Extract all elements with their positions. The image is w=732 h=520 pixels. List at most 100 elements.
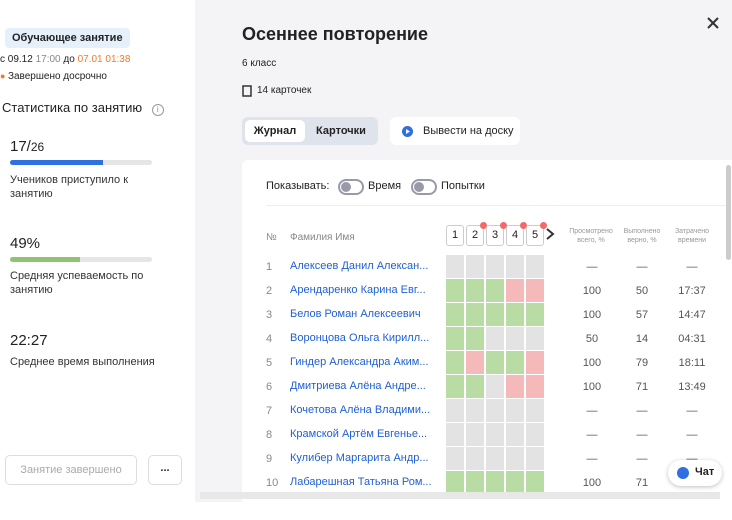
chat-icon [677,467,689,479]
card-number[interactable]: 1 [446,225,464,246]
lesson-title: Осеннее повторение [242,24,429,44]
student-name[interactable]: Кулибер Маргарита Андр... [290,452,429,464]
value-viewed: 100 [582,309,602,321]
value-viewed: — [586,453,598,465]
result-cell [466,471,484,494]
row-num: 8 [266,429,273,441]
result-cell [446,375,464,398]
col-name: Фамилия Имя [290,232,355,243]
row-num: 1 [266,261,273,273]
close-button[interactable] [706,16,720,30]
student-name[interactable]: Гиндер Александра Аким... [290,356,429,368]
result-cell [526,255,544,278]
result-cell [466,255,484,278]
value-time: — [686,405,698,417]
value-correct: 71 [635,381,649,393]
student-name[interactable]: Алексеев Данил Алексан... [290,260,429,272]
result-cell [526,303,544,326]
tab-active[interactable]: Журнал [245,120,305,142]
text: с [0,54,5,65]
value-correct: 57 [635,309,649,321]
student-name[interactable]: Белов Роман Алексеевич [290,308,421,320]
text: Завершено досрочно [7,71,107,82]
result-cell [526,399,544,422]
scrollbar-thumb [726,165,731,260]
chat-button[interactable]: Чат [668,460,722,486]
value-correct: 50 [635,285,649,297]
result-cell [506,279,524,302]
result-cell [506,471,524,494]
result-cell [486,447,504,470]
result-cell [506,399,524,422]
value-time: — [686,429,698,441]
value-time: 04:31 [678,333,706,345]
student-name[interactable]: Арендаренко Карина Евг... [290,284,426,296]
stat-value: 22:27 [10,332,48,349]
result-cell [446,327,464,350]
value-viewed: 100 [582,357,602,369]
grade: 6 класс [242,58,277,69]
student-name[interactable]: Крамской Артём Евгенье... [290,428,428,440]
result-cell [466,399,484,422]
divider [266,205,726,206]
badge-dot [500,222,507,229]
result-cell [466,351,484,374]
cards-icon [242,85,252,97]
result-cell [526,375,544,398]
badge-dot [520,222,527,229]
cards-count: 14 карточек [257,85,312,96]
result-cell [446,255,464,278]
result-cell [466,327,484,350]
result-cell [446,447,464,470]
toggle[interactable] [338,179,364,195]
card-number[interactable]: 2 [466,222,487,246]
stat-value: 49% [10,235,41,252]
result-cell [486,279,504,302]
result-cell [506,351,524,374]
result-cell [466,447,484,470]
col-correct: Выполнено верно, % [623,228,661,244]
card-number[interactable]: 5 [526,222,547,246]
value-time: — [686,453,698,465]
student-name[interactable]: Дмитриева Алёна Андре... [290,380,426,392]
text: до [63,54,75,65]
student-name[interactable]: Лабарешная Татьяна Ром... [290,476,432,488]
student-name[interactable]: Кочетова Алёна Владими... [290,404,431,416]
row-num: 7 [266,405,273,417]
row-num: 9 [266,453,273,465]
result-cell [526,447,544,470]
stat-value: 17/26 [10,138,44,155]
result-cell [486,303,504,326]
board-button[interactable]: Вывести на доску [390,117,520,145]
text: 07.01 01:38 [77,54,131,65]
result-cell [526,351,544,374]
card-number[interactable]: 3 [486,222,507,246]
stats-title: Статистика по занятию i [2,100,164,116]
value-correct: 14 [635,333,649,345]
play-icon [402,126,413,137]
result-cell [526,471,544,494]
text: Чат [695,466,715,478]
finish-button[interactable]: Занятие завершено [5,455,137,485]
result-cell [486,375,504,398]
progress-bar [10,257,152,262]
result-cell [446,399,464,422]
value-viewed: — [586,429,598,441]
text: 09.12 [7,54,33,65]
result-cell [486,351,504,374]
badge-dot [540,222,547,229]
next-arrow[interactable] [545,228,555,240]
stat-label: Учеников приступило к занятию [10,174,129,200]
text: Вывести на доску [423,125,514,137]
row-num: 4 [266,333,273,345]
row-num: 6 [266,381,273,393]
result-cell [486,399,504,422]
tab[interactable]: Карточки [316,125,366,137]
text: 17:00 [35,54,61,65]
result-cell [466,375,484,398]
more-button[interactable]: ... [148,455,182,485]
toggle[interactable] [411,179,437,195]
student-name[interactable]: Воронцова Ольга Кирилл... [290,332,430,344]
result-cell [506,327,524,350]
card-number[interactable]: 4 [506,222,527,246]
